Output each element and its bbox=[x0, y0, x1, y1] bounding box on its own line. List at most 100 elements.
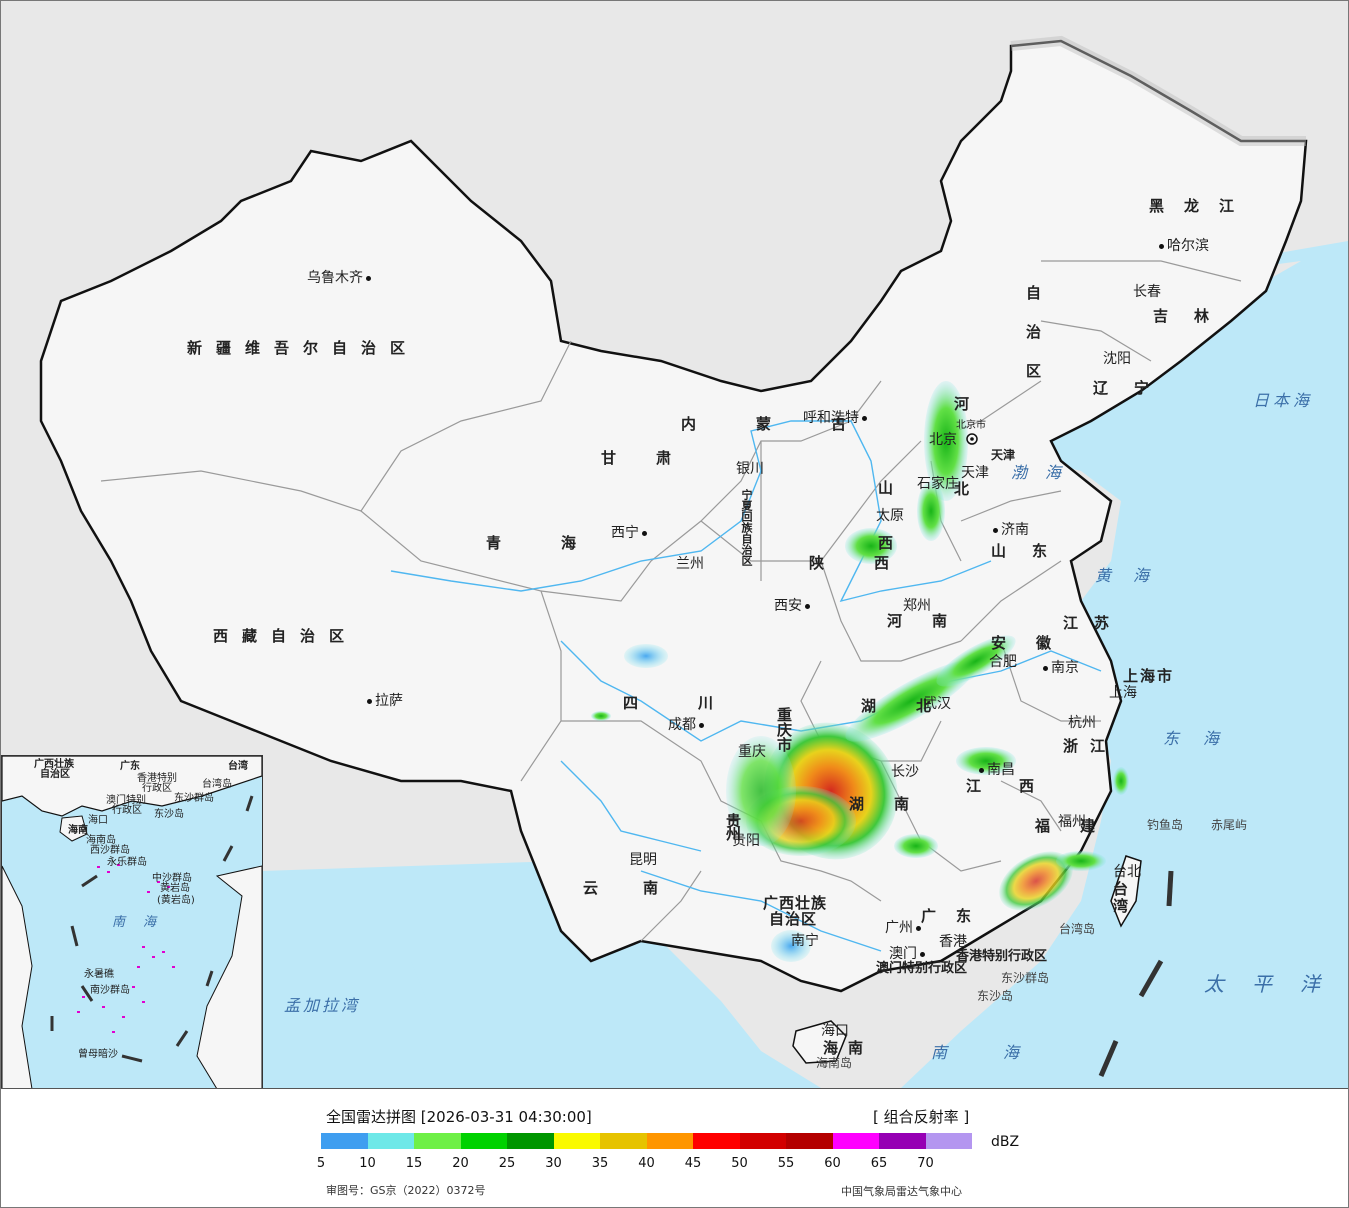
scale-tick-40: 40 bbox=[638, 1156, 655, 1171]
south-china-sea-inset: 广西壮族 自治区 广东 台湾 香港特别 行政区 澳门特别 行政区 东沙群岛 东沙… bbox=[1, 755, 263, 1088]
city-nanning: 南宁 bbox=[791, 933, 819, 949]
label-guangxi-1: 广西壮族 bbox=[763, 894, 828, 912]
inset-label-nansha: 南沙群岛 bbox=[90, 985, 130, 996]
scale-tick-25: 25 bbox=[498, 1156, 516, 1171]
label-zhejiang: 浙江 bbox=[1063, 737, 1118, 755]
color-swatch-0 bbox=[321, 1133, 368, 1149]
city-taipei: 台北 bbox=[1113, 864, 1141, 880]
beijing-marker bbox=[966, 433, 978, 445]
label-taiwan: 台湾 bbox=[1111, 881, 1129, 915]
inset-label-taiwan-island: 台湾岛 bbox=[202, 779, 232, 790]
inset-label-zizhiqu: 自治区 bbox=[40, 769, 70, 780]
inset-label-taiwan: 台湾 bbox=[228, 761, 248, 772]
inset-label-xisha: 西沙群岛 bbox=[90, 845, 130, 856]
label-shanghai-shi: 上海市 bbox=[1123, 667, 1175, 685]
city-harbin: 哈尔滨 bbox=[1159, 239, 1209, 253]
city-lhasa: 拉萨 bbox=[367, 694, 403, 708]
label-liaoning: 辽宁 bbox=[1093, 379, 1176, 397]
city-guangzhou: 广州 bbox=[885, 921, 921, 935]
city-shenyang: 沈阳 bbox=[1103, 351, 1131, 367]
scale-tick-60: 60 bbox=[824, 1156, 841, 1171]
color-swatch-2 bbox=[414, 1133, 461, 1149]
color-swatch-1 bbox=[367, 1133, 414, 1149]
island-taiwan: 台湾岛 bbox=[1059, 922, 1096, 936]
color-swatch-7 bbox=[646, 1133, 693, 1149]
label-shaanxi: 陕西 bbox=[809, 554, 940, 572]
city-urumqi: 乌鲁木齐 bbox=[307, 271, 371, 285]
city-fuzhou: 福州 bbox=[1058, 814, 1086, 830]
inset-label-haikou: 海口 bbox=[88, 815, 108, 826]
label-henan: 河南 bbox=[887, 612, 978, 630]
color-swatch-8 bbox=[693, 1133, 740, 1149]
island-dongsha-islands: 东沙群岛 bbox=[1001, 971, 1050, 985]
label-anhui: 安徽 bbox=[991, 634, 1082, 652]
data-source: 中国气象局雷达气象中心 bbox=[841, 1185, 962, 1198]
scale-tick-20: 20 bbox=[452, 1156, 469, 1171]
city-tianjin: 天津 bbox=[961, 465, 989, 481]
bay-of-bengal bbox=[261, 871, 431, 1088]
color-swatch-5 bbox=[553, 1133, 600, 1149]
city-guiyang: 贵阳 bbox=[732, 833, 760, 849]
label-chongqing: 重庆市 bbox=[775, 707, 793, 752]
label-yunnan: 云南 bbox=[583, 879, 704, 897]
label-sichuan: 四川 bbox=[623, 694, 774, 712]
inset-label-nanhai: 南海 bbox=[112, 915, 175, 930]
label-guizhou: 贵州 bbox=[724, 813, 742, 839]
label-jilin: 吉林 bbox=[1153, 307, 1236, 325]
city-shanghai: 上海 bbox=[1109, 685, 1137, 701]
label-hebei: 河北 bbox=[952, 396, 970, 566]
label-xizang: 西藏自治区 bbox=[213, 627, 359, 645]
label-heilongjiang: 黑龙江 bbox=[1149, 197, 1255, 215]
scale-tick-35: 35 bbox=[591, 1156, 609, 1171]
sea-east: 东海 bbox=[1163, 729, 1244, 748]
inset-label-dongsha-islands: 东沙群岛 bbox=[174, 793, 214, 804]
sea-pacific: 太平洋 bbox=[1204, 972, 1348, 996]
inset-label-hainan: 海南 bbox=[68, 825, 88, 836]
label-tianjin-shi: 天津 bbox=[991, 448, 1016, 462]
label-hunan: 湖南 bbox=[849, 795, 940, 813]
city-nanchang: 南昌 bbox=[979, 763, 1015, 777]
city-zhengzhou: 郑州 bbox=[903, 598, 931, 614]
inset-label-mo-1: 澳门特别 bbox=[106, 795, 146, 806]
label-macau-sar: 澳门特别行政区 bbox=[876, 961, 968, 976]
inset-label-hk-1: 香港特别 bbox=[137, 773, 177, 784]
label-neimenggu: 内蒙古 bbox=[681, 415, 907, 433]
inset-base bbox=[2, 756, 262, 1088]
city-chengdu: 成都 bbox=[668, 718, 704, 732]
inset-label-huangyan: 黄岩岛 bbox=[160, 883, 190, 894]
inset-label-guangdong: 广东 bbox=[120, 761, 140, 772]
inset-label-zengmu: 曾母暗沙 bbox=[78, 1049, 118, 1060]
city-chongqing: 重庆 bbox=[738, 744, 766, 760]
scale-tick-45: 45 bbox=[684, 1156, 702, 1171]
city-beijing: 北京 bbox=[929, 432, 957, 448]
inset-label-huangyan-bracket: (黄岩岛) bbox=[157, 895, 195, 906]
color-swatch-4 bbox=[507, 1133, 554, 1149]
city-shijiazhuang: 石家庄 bbox=[917, 476, 959, 492]
island-dongsha: 东沙岛 bbox=[977, 989, 1014, 1003]
hainan-island bbox=[792, 1020, 847, 1064]
taiwan-island bbox=[1110, 855, 1142, 928]
city-taiyuan: 太原 bbox=[876, 508, 904, 524]
scale-tick-15: 15 bbox=[405, 1156, 423, 1171]
scale-tick-5: 5 bbox=[316, 1156, 326, 1171]
city-hongkong: 香港 bbox=[939, 934, 967, 950]
island-chiwei: 赤尾屿 bbox=[1211, 818, 1248, 832]
sea-yellow: 黄海 bbox=[1095, 566, 1172, 585]
city-hohhot: 呼和浩特 bbox=[803, 411, 867, 425]
city-haikou: 海口 bbox=[821, 1023, 849, 1039]
legend-title: 全国雷达拼图 [2026-03-31 04:30:00] bbox=[326, 1108, 592, 1126]
inset-label-mo-2: 行政区 bbox=[112, 805, 142, 816]
island-hainan: 海南岛 bbox=[816, 1056, 853, 1070]
label-beijing-shi: 北京市 bbox=[956, 420, 986, 431]
scale-tick-30: 30 bbox=[545, 1156, 562, 1171]
sea-japan: 日本海 bbox=[1253, 391, 1314, 410]
island-diaoyu: 钓鱼岛 bbox=[1147, 818, 1184, 832]
label-qinghai: 青海 bbox=[486, 534, 637, 552]
city-xian: 西安 bbox=[774, 599, 810, 613]
label-fujian: 福建 bbox=[1035, 817, 1126, 835]
city-yinchuan: 银川 bbox=[736, 461, 764, 477]
color-scale-bar bbox=[321, 1133, 972, 1149]
city-changsha: 长沙 bbox=[891, 764, 919, 780]
label-xinjiang: 新疆维吾尔自治区 bbox=[187, 339, 420, 357]
